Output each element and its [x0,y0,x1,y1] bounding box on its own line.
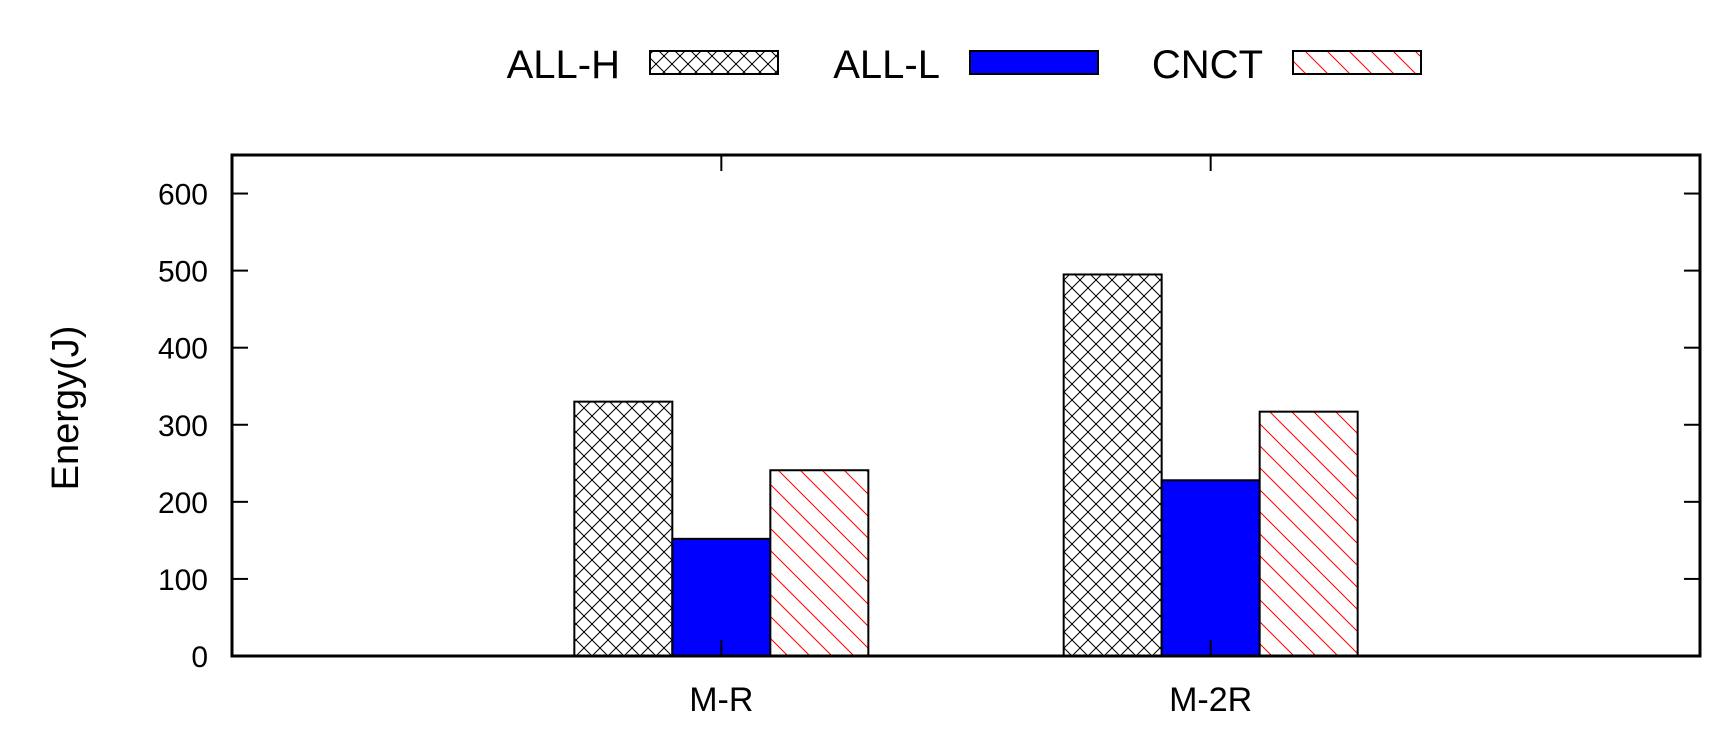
bar-cnct-m-2r [1258,410,1359,658]
legend-swatch-cnct [1292,50,1422,75]
y-axis-label: Energy(J) [45,326,87,491]
legend-label-all-h: ALL-H [507,43,620,87]
bar-all-h-m-2r [1062,273,1163,657]
y-tick-label: 300 [158,410,208,443]
x-category-label: M-2R [1169,681,1252,719]
y-axis: 0 100 200 300 400 500 600 [158,179,1700,674]
y-tick-label: 200 [158,487,208,520]
legend-label-cnct: CNCT [1152,43,1263,87]
x-axis: M-R M-2R [689,155,1252,719]
x-category-label: M-R [689,681,753,719]
legend-label-all-l: ALL-L [833,43,940,87]
bar-cnct-m-r [769,469,870,658]
y-tick-label: 400 [158,333,208,366]
legend-swatch-all-h [649,50,779,75]
y-tick-label: 500 [158,256,208,289]
y-tick-label: 0 [191,641,208,674]
y-tick-label: 100 [158,564,208,597]
bars [573,273,1359,658]
bar-all-h-m-r [573,400,674,657]
legend-swatch-all-l [969,50,1099,75]
y-tick-label: 600 [158,179,208,212]
plot-frame [230,153,1702,658]
legend: ALL-H ALL-L CNCT [507,43,1422,87]
bar-all-l-m-2r [1160,479,1261,657]
bar-all-l-m-r [671,537,772,657]
